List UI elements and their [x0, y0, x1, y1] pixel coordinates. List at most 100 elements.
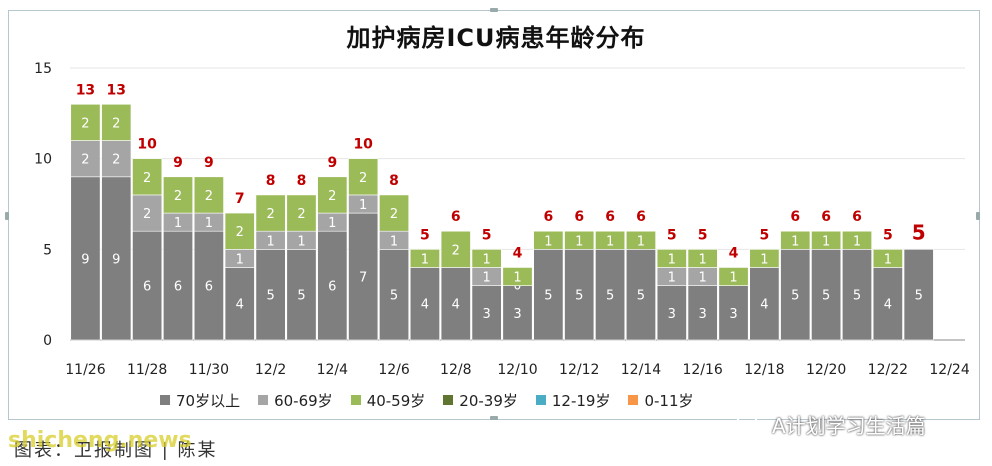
total-label: 5	[912, 220, 926, 244]
segment-label: 1	[668, 271, 676, 286]
bar-segment	[70, 140, 101, 178]
segment-label: 2	[143, 171, 151, 186]
y-tick-label: 10	[34, 152, 52, 168]
segment-label: 1	[359, 198, 367, 213]
segment-label: 5	[575, 289, 583, 304]
segment-label: 1	[266, 234, 274, 249]
legend-item: 60-69岁	[258, 390, 333, 411]
bar-segment	[440, 230, 471, 268]
segment-label: 5	[390, 289, 398, 304]
bar-segment	[502, 267, 533, 286]
chart-title: 加护病房ICU病患年龄分布	[346, 24, 646, 52]
chart-legend: 70岁以上 60-69岁 40-59岁 20-39岁 12-19岁 0-11岁	[160, 388, 820, 412]
total-label: 6	[574, 209, 584, 225]
x-tick-label: 12/20	[806, 362, 846, 378]
total-label: 5	[667, 227, 677, 243]
segment-label: 4	[452, 298, 460, 313]
segment-label: 2	[112, 153, 120, 168]
segment-label: 5	[853, 289, 861, 304]
bar-segment	[348, 158, 379, 196]
segment-label: 2	[81, 153, 89, 168]
legend-swatch	[258, 395, 269, 405]
x-tick-label: 12/10	[497, 362, 537, 378]
bar-segment	[872, 267, 903, 341]
total-label: 10	[353, 137, 373, 153]
segment-label: 4	[236, 298, 244, 313]
segment-label: 2	[359, 171, 367, 186]
segment-label: 2	[174, 189, 182, 204]
legend-swatch	[628, 395, 639, 405]
total-label: 5	[420, 227, 430, 243]
bar-segment	[625, 249, 656, 341]
resize-handle-right[interactable]	[976, 212, 980, 220]
resize-handle-bottom[interactable]	[490, 416, 498, 420]
x-tick-label: 12/14	[621, 362, 661, 378]
bar-segment	[224, 212, 255, 250]
y-tick-label: 5	[43, 242, 52, 258]
bar-segment	[811, 249, 842, 341]
segment-label: 2	[297, 207, 305, 222]
account-watermark: A计划学习生活篇	[736, 410, 926, 439]
segment-label: 4	[421, 298, 429, 313]
segment-label: 4	[884, 298, 892, 313]
bar-segment	[625, 230, 656, 250]
wechat-icon	[736, 413, 765, 435]
resize-handle-top[interactable]	[490, 8, 498, 12]
segment-label: 5	[915, 289, 923, 304]
total-label: 10	[137, 137, 157, 153]
y-tick-label: 15	[34, 61, 52, 77]
segment-label: 6	[328, 280, 336, 295]
resize-handle-left[interactable]	[5, 212, 9, 220]
legend-item: 12-19岁	[535, 390, 610, 411]
x-tick-label: 12/22	[868, 362, 908, 378]
total-label: 6	[605, 209, 615, 225]
bar-segment	[564, 230, 595, 250]
x-tick-label: 12/2	[255, 362, 286, 378]
total-label: 13	[76, 82, 95, 98]
bar-segment	[193, 176, 224, 214]
segment-label: 1	[513, 271, 521, 286]
bar-segment	[409, 249, 440, 268]
segment-label: 1	[297, 234, 305, 249]
bar-segment	[718, 267, 749, 286]
x-tick-label: 12/18	[744, 362, 784, 378]
segment-label: 2	[452, 243, 460, 258]
segment-label: 5	[606, 289, 614, 304]
bar-segment	[348, 212, 379, 341]
segment-label: 3	[699, 307, 707, 322]
x-tick-label: 12/24	[929, 362, 969, 378]
total-label: 9	[173, 155, 183, 171]
legend-label: 40-59岁	[366, 391, 426, 410]
bar-segment	[70, 103, 101, 141]
bar-segment	[255, 249, 286, 341]
chart-caption: 图表：卫报制图 | 陈某	[14, 440, 218, 461]
site-watermark: shicheng.news	[8, 428, 192, 453]
segment-label: 5	[266, 289, 274, 304]
segment-label: 1	[729, 271, 737, 286]
segment-label: 2	[81, 116, 89, 131]
bar-segment	[903, 249, 934, 341]
bar-segment	[842, 230, 872, 250]
segment-label: 5	[544, 289, 552, 304]
segment-label: 2	[205, 189, 213, 204]
segment-label: 1	[668, 252, 676, 267]
total-label: 5	[760, 227, 770, 243]
bar-segment	[471, 249, 502, 268]
segment-label: 9	[112, 252, 120, 267]
segment-label: 3	[668, 307, 676, 322]
segment-label: 3	[482, 307, 490, 322]
legend-swatch	[350, 395, 361, 405]
bar-segment	[101, 176, 132, 341]
segment-label: 1	[606, 234, 614, 249]
total-label: 6	[821, 209, 831, 225]
bar-segment	[163, 176, 193, 214]
segment-label: 1	[699, 271, 707, 286]
bar-segment	[533, 230, 564, 250]
segment-label: 1	[822, 234, 830, 249]
legend-item: 70岁以上	[160, 390, 240, 411]
total-label: 8	[389, 173, 399, 189]
bar-segment	[780, 230, 811, 250]
bar-segment	[193, 230, 224, 341]
x-tick-label: 12/8	[440, 362, 471, 378]
